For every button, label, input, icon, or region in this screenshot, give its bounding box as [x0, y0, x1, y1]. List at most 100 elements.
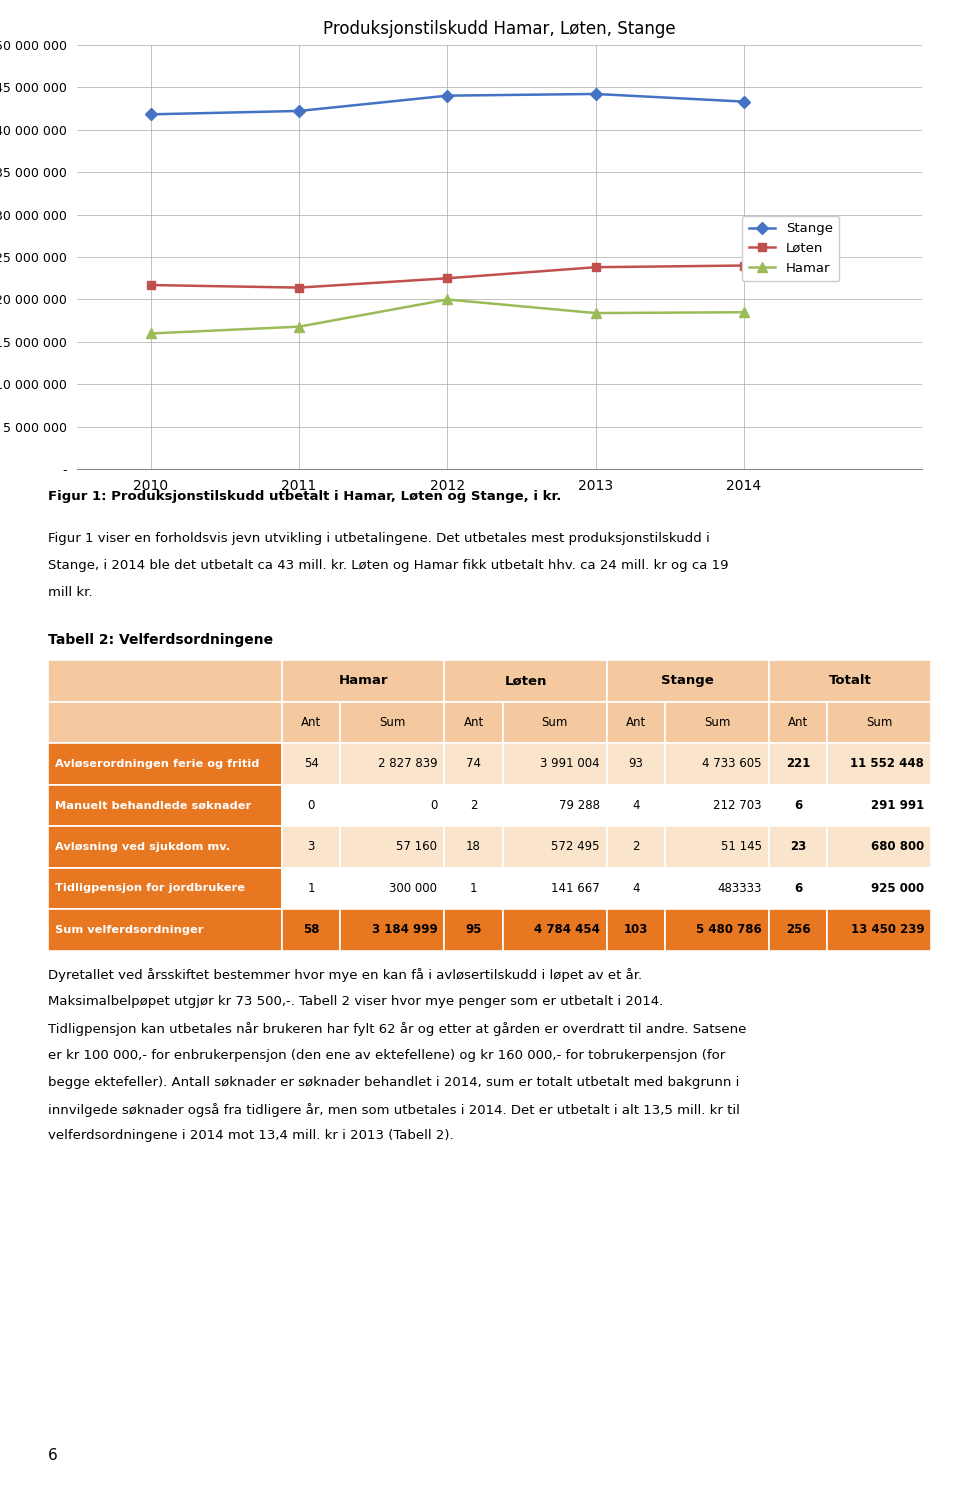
Text: 3 991 004: 3 991 004: [540, 757, 600, 770]
Text: 13 450 239: 13 450 239: [851, 924, 924, 936]
Bar: [282, 744, 341, 785]
Text: Figur 1 viser en forholdsvis jevn utvikling i utbetalingene. Det utbetales mest : Figur 1 viser en forholdsvis jevn utvikl…: [48, 532, 709, 545]
Text: 4 784 454: 4 784 454: [534, 924, 600, 936]
Løten: [738, 256, 750, 274]
Bar: [828, 785, 931, 825]
Bar: [607, 867, 665, 909]
Text: 23: 23: [790, 840, 806, 854]
Text: Manuelt behandlede søknader: Manuelt behandlede søknader: [55, 800, 252, 811]
Løten: [589, 258, 601, 276]
Bar: [341, 744, 444, 785]
Text: 11 552 448: 11 552 448: [851, 757, 924, 770]
Text: 300 000: 300 000: [389, 882, 437, 895]
Text: 58: 58: [303, 924, 320, 936]
Text: Dyretallet ved årsskiftet bestemmer hvor mye en kan få i avløsertilskudd i løpet: Dyretallet ved årsskiftet bestemmer hvor…: [48, 968, 642, 982]
Bar: [769, 660, 931, 702]
Bar: [48, 867, 282, 909]
Text: 54: 54: [303, 757, 319, 770]
Løten: [442, 270, 453, 288]
Bar: [48, 702, 282, 744]
Line: Løten: Løten: [147, 261, 748, 292]
Stange: [738, 92, 750, 110]
Text: 0: 0: [430, 799, 437, 812]
Bar: [607, 785, 665, 825]
Bar: [828, 867, 931, 909]
Text: 572 495: 572 495: [551, 840, 600, 854]
Bar: [503, 909, 607, 951]
Stange: [589, 85, 601, 103]
Bar: [282, 702, 341, 744]
Text: 925 000: 925 000: [871, 882, 924, 895]
Text: Maksimalbelpøpet utgjør kr 73 500,-. Tabell 2 viser hvor mye penger som er utbet: Maksimalbelpøpet utgjør kr 73 500,-. Tab…: [48, 995, 663, 1009]
Bar: [769, 825, 828, 867]
Legend: Stange, Løten, Hamar: Stange, Løten, Hamar: [742, 216, 839, 282]
Text: 51 145: 51 145: [721, 840, 762, 854]
Bar: [48, 825, 282, 867]
Text: Sum: Sum: [866, 715, 893, 729]
Bar: [341, 785, 444, 825]
Title: Produksjonstilskudd Hamar, Løten, Stange: Produksjonstilskudd Hamar, Løten, Stange: [323, 19, 676, 37]
Bar: [444, 785, 503, 825]
Bar: [828, 702, 931, 744]
Text: Totalt: Totalt: [828, 675, 872, 687]
Bar: [282, 785, 341, 825]
Bar: [665, 702, 769, 744]
Text: innvilgede søknader også fra tidligere år, men som utbetales i 2014. Det er utbe: innvilgede søknader også fra tidligere å…: [48, 1103, 740, 1116]
Bar: [444, 867, 503, 909]
Text: 93: 93: [629, 757, 643, 770]
Text: 74: 74: [466, 757, 481, 770]
Text: 6: 6: [794, 799, 803, 812]
Text: er kr 100 000,- for enbrukerpensjon (den ene av ektefellene) og kr 160 000,- for: er kr 100 000,- for enbrukerpensjon (den…: [48, 1049, 725, 1062]
Text: 680 800: 680 800: [871, 840, 924, 854]
Bar: [48, 744, 282, 785]
Line: Hamar: Hamar: [146, 295, 749, 338]
Bar: [444, 702, 503, 744]
Text: 2 827 839: 2 827 839: [377, 757, 437, 770]
Bar: [607, 744, 665, 785]
Text: 483333: 483333: [717, 882, 762, 895]
Text: 103: 103: [624, 924, 648, 936]
Bar: [607, 660, 769, 702]
Bar: [665, 909, 769, 951]
Text: 1: 1: [469, 882, 477, 895]
Text: 5 480 786: 5 480 786: [696, 924, 762, 936]
Bar: [769, 909, 828, 951]
Text: 3 184 999: 3 184 999: [372, 924, 437, 936]
Bar: [665, 867, 769, 909]
Bar: [607, 702, 665, 744]
Bar: [828, 825, 931, 867]
Hamar: [442, 291, 453, 308]
Text: 6: 6: [48, 1448, 58, 1463]
Bar: [607, 909, 665, 951]
Text: 95: 95: [466, 924, 482, 936]
Bar: [341, 867, 444, 909]
Bar: [503, 744, 607, 785]
Text: 141 667: 141 667: [551, 882, 600, 895]
Bar: [828, 909, 931, 951]
Text: Tidligpensjon kan utbetales når brukeren har fylt 62 år og etter at gården er ov: Tidligpensjon kan utbetales når brukeren…: [48, 1022, 746, 1036]
Stange: [145, 106, 156, 124]
Hamar: [145, 325, 156, 343]
Hamar: [589, 304, 601, 322]
Text: Tabell 2: Velferdsordningene: Tabell 2: Velferdsordningene: [48, 633, 274, 647]
Text: 79 288: 79 288: [559, 799, 600, 812]
Bar: [828, 744, 931, 785]
Text: 221: 221: [786, 757, 810, 770]
Text: Ant: Ant: [464, 715, 484, 729]
Text: Avløserordningen ferie og fritid: Avløserordningen ferie og fritid: [55, 758, 259, 769]
Bar: [444, 909, 503, 951]
Bar: [665, 744, 769, 785]
Stange: [442, 86, 453, 104]
Text: 4: 4: [632, 882, 639, 895]
Line: Stange: Stange: [147, 89, 748, 119]
Text: 1: 1: [307, 882, 315, 895]
Text: 18: 18: [467, 840, 481, 854]
Løten: [294, 279, 305, 297]
Text: Sum velferdsordninger: Sum velferdsordninger: [55, 925, 204, 934]
Text: Hamar: Hamar: [339, 675, 388, 687]
Text: Ant: Ant: [788, 715, 808, 729]
Bar: [665, 825, 769, 867]
Hamar: [738, 304, 750, 322]
Bar: [341, 909, 444, 951]
Bar: [665, 785, 769, 825]
